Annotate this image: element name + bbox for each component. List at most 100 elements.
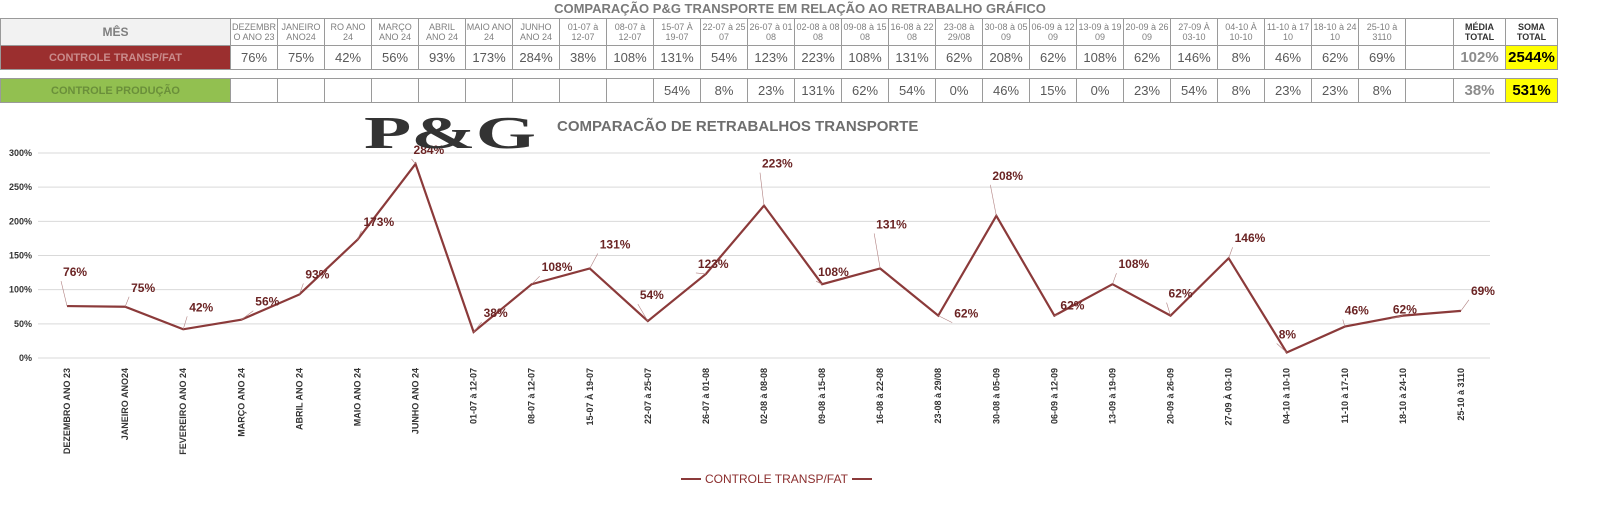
sum-cell: 531%	[1505, 78, 1558, 103]
x-tick-label: ABRIL ANO 24	[294, 368, 304, 430]
gap-cell	[0, 69, 231, 79]
table-cell: 46%	[982, 78, 1030, 103]
sum-cell: 2544%	[1505, 45, 1558, 70]
data-label: 173%	[363, 215, 394, 229]
data-label-leader	[182, 316, 188, 330]
summary-table: MÊS DEZEMBR O ANO 23 JANEIRO ANO24 RO ANO …	[0, 18, 1558, 103]
table-cell: 76%	[230, 45, 278, 70]
table-cell: 131%	[794, 78, 842, 103]
x-tick-label: 23-08 à 29/08	[933, 368, 943, 424]
table-cell: 108%	[606, 45, 654, 70]
y-tick-label: 0%	[19, 353, 32, 363]
data-label: 69%	[1471, 284, 1495, 298]
data-label: 93%	[305, 267, 329, 281]
x-tick-label: 30-08 à 05-09	[991, 368, 1001, 424]
gap-cell	[1405, 69, 1454, 79]
column-header: JANEIRO ANO24	[277, 18, 325, 46]
avg-column-header: MÉDIA TOTAL	[1453, 18, 1506, 46]
x-tick-label: FEVEREIRO ANO 24	[178, 368, 188, 455]
x-tick-label: 02-08 à 08-08	[759, 368, 769, 424]
x-tick-label: 26-07 à 01-08	[701, 368, 711, 424]
gap-cell	[794, 69, 842, 79]
table-gap-row	[0, 69, 1558, 79]
column-header: 01-07 à 12-07	[559, 18, 607, 46]
table-cell: 62%	[1311, 45, 1359, 70]
table-cell: 23%	[1264, 78, 1312, 103]
table-cell: 62%	[1029, 45, 1077, 70]
table-cell: 42%	[324, 45, 372, 70]
table-cell: 15%	[1029, 78, 1077, 103]
x-tick-label: 15-07 À 19-07	[585, 368, 595, 426]
column-header: 06-09 à 12 09	[1029, 18, 1077, 46]
data-label: 208%	[992, 169, 1023, 183]
data-label-leader	[815, 280, 823, 285]
table-cell: 146%	[1170, 45, 1218, 70]
gap-cell	[1170, 69, 1218, 79]
data-label: 62%	[1169, 287, 1193, 301]
column-header: 13-09 à 19 09	[1076, 18, 1124, 46]
table-cell: 108%	[1076, 45, 1124, 70]
x-tick-label: 11-10 à 17-10	[1340, 368, 1350, 424]
data-label-leader	[60, 280, 68, 307]
data-label: 131%	[876, 217, 907, 231]
data-label-leader	[759, 172, 765, 206]
table-cell: 69%	[1358, 45, 1406, 70]
y-tick-label: 250%	[9, 182, 32, 192]
y-tick-label: 50%	[14, 319, 32, 329]
data-label-leader	[873, 233, 881, 269]
table-cell: 56%	[371, 45, 419, 70]
x-tick-label: 09-08 à 15-08	[817, 368, 827, 424]
data-label: 46%	[1345, 304, 1369, 318]
x-tick-label: 20-09 à 26-09	[1166, 368, 1176, 424]
table-row-producao: CONTROLE PRODUÇÃO 54% 8% 23% 131% 62% 54% 0% 46…	[0, 78, 1558, 103]
logo-text: P&G	[364, 112, 536, 152]
gap-cell	[418, 69, 466, 79]
table-cell	[1405, 45, 1454, 70]
chart-legend: CONTROLE TRANSP/FAT	[681, 472, 872, 486]
column-header: 23-08 à 29/08	[935, 18, 983, 46]
table-cell: 131%	[888, 45, 936, 70]
data-label: 146%	[1235, 231, 1266, 245]
data-label-leader	[411, 158, 416, 165]
column-header: ABRIL ANO 24	[418, 18, 466, 46]
gap-cell	[559, 69, 607, 79]
data-label-leader	[695, 272, 706, 275]
data-label: 108%	[1118, 257, 1149, 271]
table-cell: 284%	[512, 45, 560, 70]
x-tick-label: 06-09 à 12-09	[1049, 368, 1059, 424]
table-cell: 62%	[935, 45, 983, 70]
data-label-leader	[473, 321, 482, 333]
y-tick-label: 300%	[9, 148, 32, 158]
data-label-leader	[299, 283, 304, 295]
x-tick-label: DEZEMBRO ANO 23	[62, 368, 72, 454]
gap-cell	[230, 69, 278, 79]
column-header: JUNHO ANO 24	[512, 18, 560, 46]
pg-logo: P&G	[364, 107, 536, 158]
x-tick-label: 18-10 à 24-10	[1398, 368, 1408, 424]
data-label-leader	[1342, 319, 1346, 327]
x-tick-label: 25-10 à 3110	[1456, 368, 1466, 421]
column-header: 18-10 à 24 10	[1311, 18, 1359, 46]
legend-swatch-right	[851, 478, 872, 480]
table-row-transp: CONTROLE TRANSP/FAT 76% 75% 42% 56% 93% 173% 2…	[0, 45, 1558, 70]
column-header: 04-10 À 10-10	[1217, 18, 1265, 46]
data-label: 62%	[1393, 303, 1417, 317]
column-header: 25-10 à 3110	[1358, 18, 1406, 46]
data-label: 76%	[63, 265, 87, 279]
data-label: 108%	[818, 265, 849, 279]
gap-cell	[1123, 69, 1171, 79]
column-header: 22-07 à 25 07	[700, 18, 748, 46]
data-label-leader	[1166, 302, 1171, 316]
table-cell: 208%	[982, 45, 1030, 70]
table-cell: 54%	[653, 78, 701, 103]
data-label-leader	[531, 275, 540, 285]
table-cell: 223%	[794, 45, 842, 70]
row-label-producao: CONTROLE PRODUÇÃO	[0, 78, 231, 103]
data-label-leader	[1228, 247, 1233, 259]
table-cell: 8%	[1217, 78, 1265, 103]
chart-title: COMPARACÃO DE RETRABALHOS TRANSPORTE	[557, 118, 919, 135]
table-cell: 54%	[888, 78, 936, 103]
data-label: 38%	[484, 306, 508, 320]
data-label: 54%	[640, 288, 664, 302]
table-header-row: MÊS DEZEMBR O ANO 23 JANEIRO ANO24 RO ANO …	[0, 18, 1558, 46]
